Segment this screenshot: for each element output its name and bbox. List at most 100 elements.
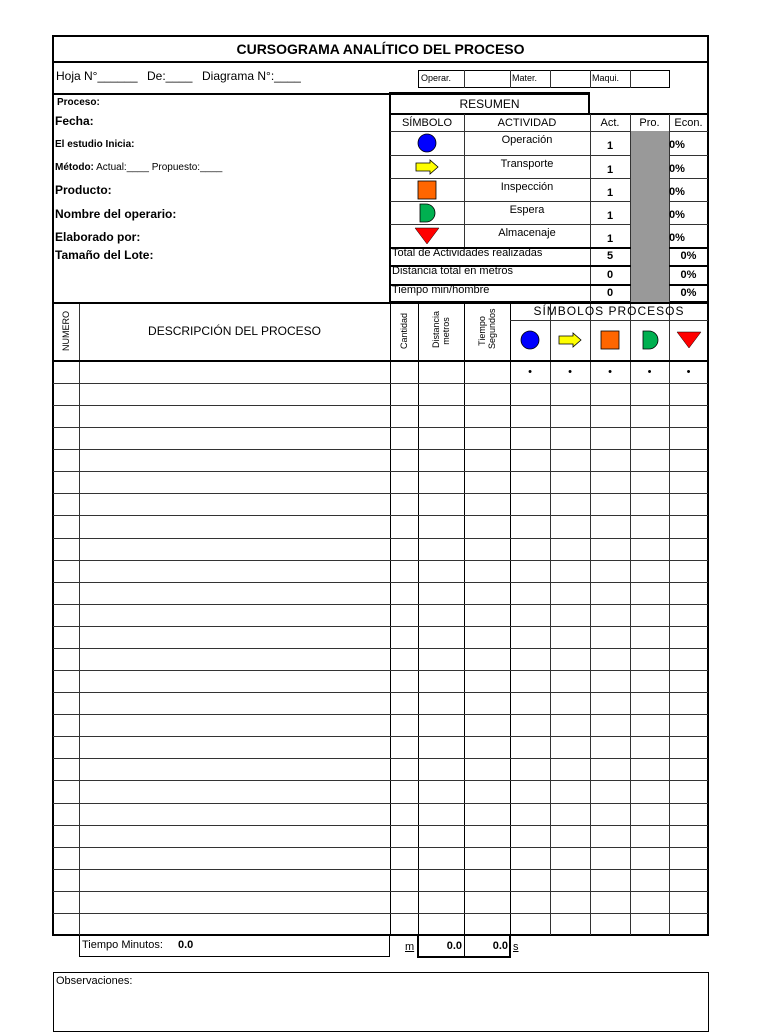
col-actividad: ACTIVIDAD: [497, 116, 557, 129]
table-row[interactable]: [53, 780, 708, 781]
operario-label: Nombre del operario:: [55, 207, 177, 221]
fecha-label: Fecha:: [55, 114, 94, 128]
maqui-label: Maqui.: [592, 73, 620, 83]
table-row[interactable]: [53, 847, 708, 848]
col-econ: Econ.: [674, 116, 703, 129]
hoja-field[interactable]: Hoja N°______: [56, 69, 138, 83]
activity-name: Transporte: [500, 157, 554, 170]
estudio-label: El estudio Inicia:: [55, 139, 135, 150]
table-row[interactable]: [53, 736, 708, 737]
table-row[interactable]: [53, 560, 708, 561]
operar-box: [418, 70, 670, 88]
s-label: s: [513, 941, 519, 953]
table-row[interactable]: [53, 670, 708, 671]
col-distancia: Distancia metros: [431, 310, 451, 348]
total-econ: 0%: [680, 287, 697, 299]
activity-act: 1: [606, 140, 614, 152]
total-label: Distancia total en metros: [392, 265, 514, 277]
activity-name: Operación: [501, 134, 553, 146]
table-row[interactable]: [53, 626, 708, 627]
observaciones-label: Observaciones:: [56, 975, 133, 987]
table-row[interactable]: [53, 714, 708, 715]
table-row[interactable]: [53, 538, 708, 539]
metodo-field[interactable]: Método: Actual:____ Propuesto:____: [55, 162, 222, 173]
transport-arrow-icon: [550, 320, 590, 360]
table-row[interactable]: [53, 471, 708, 472]
inspection-square-icon: [590, 320, 630, 360]
total-label: Tiempo min/hombre: [392, 284, 490, 296]
activity-econ: 0%: [669, 186, 685, 198]
col-simbolos: SÍMBOLOS PROCESOS: [533, 304, 685, 318]
activity-name: Espera: [509, 203, 545, 216]
de-field[interactable]: De:____: [147, 69, 193, 83]
table-row[interactable]: [53, 515, 708, 516]
table-row[interactable]: [53, 913, 708, 914]
table-row[interactable]: [53, 692, 708, 693]
col-simbolo: SÍMBOLO: [401, 116, 453, 129]
symbol-dot: •: [608, 365, 612, 378]
total-label: Total de Actividades realizadas: [392, 247, 543, 259]
activity-name: Inspección: [500, 180, 554, 193]
producto-label: Producto:: [55, 183, 112, 197]
table-row[interactable]: [53, 427, 708, 428]
table-row[interactable]: [53, 493, 708, 494]
col-numero: NUMERO: [61, 311, 71, 351]
tiempo-total: 0.0: [492, 940, 508, 952]
resumen-title: RESUMEN: [389, 92, 590, 115]
table-row[interactable]: [53, 803, 708, 804]
col-cantidad: Cantidad: [399, 312, 409, 350]
table-row[interactable]: [53, 825, 708, 826]
inspection-square-icon: [390, 178, 464, 201]
total-econ: 0%: [680, 268, 697, 281]
symbol-dot: •: [647, 365, 652, 378]
wait-d-icon: [630, 320, 669, 360]
activity-econ: 0%: [669, 232, 685, 244]
activity-act: 1: [606, 209, 614, 222]
table-row[interactable]: [53, 604, 708, 605]
total-act: 0: [606, 268, 614, 281]
table-row[interactable]: [53, 891, 708, 892]
symbol-dot: •: [568, 365, 572, 378]
activity-econ: 0%: [669, 139, 685, 151]
activity-econ: 0%: [669, 209, 685, 221]
m-label: m: [405, 941, 415, 953]
elaborado-label: Elaborado por:: [55, 230, 141, 244]
lote-label: Tamaño del Lote:: [55, 248, 154, 262]
total-act: 5: [606, 250, 614, 262]
col-pro: Pro.: [639, 116, 660, 129]
storage-triangle-icon: [390, 224, 464, 247]
activity-econ: 0%: [669, 163, 685, 175]
tiempo-minutos-box: [79, 935, 390, 957]
distancia-total: 0.0: [446, 940, 462, 952]
symbol-dot: •: [528, 365, 532, 378]
pro-column: [631, 131, 669, 302]
operation-circle-icon: [510, 320, 550, 360]
table-row[interactable]: [53, 648, 708, 649]
form-title: CURSOGRAMA ANALÍTICO DEL PROCESO: [236, 41, 525, 57]
col-act: Act.: [600, 116, 620, 129]
storage-triangle-icon: [669, 320, 708, 360]
col-tiempo: Tiempo Segundos: [477, 308, 497, 349]
activity-act: 1: [606, 232, 614, 245]
table-row[interactable]: [53, 405, 708, 406]
wait-d-icon: [390, 201, 464, 224]
activity-name: Almacenaje: [498, 226, 556, 239]
activity-act: 1: [606, 163, 614, 176]
total-act: 0: [606, 287, 614, 299]
col-descripcion: DESCRIPCIÓN DEL PROCESO: [148, 324, 321, 338]
proceso-label: Proceso:: [57, 97, 100, 108]
table-row[interactable]: [53, 758, 708, 759]
table-row[interactable]: [53, 383, 708, 384]
observaciones-box[interactable]: [53, 972, 709, 1032]
activity-act: 1: [606, 186, 614, 199]
metodo-label: Método:: [55, 162, 94, 173]
symbol-dot: •: [686, 365, 691, 378]
tiempo-minutos-label: Tiempo Minutos:: [82, 939, 163, 951]
metodo-options: Actual:____ Propuesto:____: [93, 162, 223, 173]
table-row[interactable]: [53, 869, 708, 870]
mater-label: Mater.: [512, 73, 538, 83]
diagrama-field[interactable]: Diagrama N°:____: [202, 69, 301, 83]
operation-circle-icon: [390, 131, 464, 155]
table-row[interactable]: [53, 582, 708, 583]
table-row[interactable]: [53, 449, 708, 450]
